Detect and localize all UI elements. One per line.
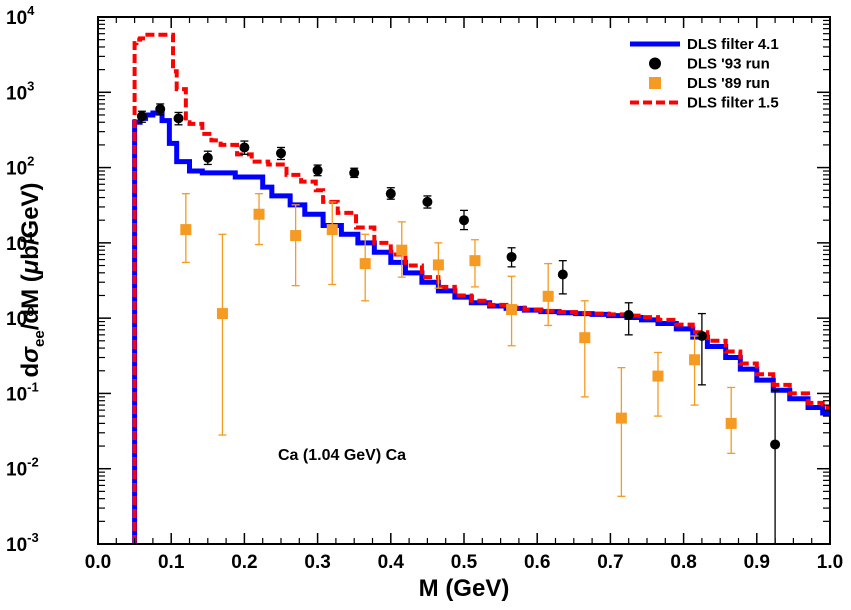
y-title-unit: b/GeV) bbox=[17, 182, 44, 259]
series-line-0 bbox=[132, 110, 830, 544]
y-tick-label: 10-3 bbox=[6, 530, 39, 556]
y-tick-base: 10 bbox=[6, 8, 27, 29]
data-point-circle bbox=[136, 111, 147, 122]
data-point-square bbox=[432, 259, 444, 271]
data-point-circle bbox=[349, 167, 360, 178]
y-tick-label: 104 bbox=[6, 3, 35, 29]
data-point-circle bbox=[155, 103, 166, 114]
y-axis-title: dσee/dM (μb/GeV) bbox=[17, 182, 48, 377]
data-point-square bbox=[652, 370, 664, 382]
y-tick-exponent: 0 bbox=[27, 304, 34, 319]
x-tick-label: 0.6 bbox=[524, 552, 550, 573]
legend-label: DLS filter 4.1 bbox=[687, 36, 779, 53]
y-tick-base: 10 bbox=[6, 535, 27, 556]
data-point-square bbox=[725, 417, 737, 429]
x-tick-label: 0.9 bbox=[744, 552, 770, 573]
data-point-square bbox=[396, 244, 408, 256]
data-point-circle bbox=[557, 269, 568, 280]
legend-label: DLS '89 run bbox=[687, 75, 770, 92]
data-point-circle bbox=[385, 188, 396, 199]
y-tick-exponent: 2 bbox=[27, 154, 34, 169]
x-tick-label: 0.7 bbox=[597, 552, 623, 573]
y-title-mu: μ bbox=[17, 259, 44, 275]
legend-swatch-square bbox=[649, 77, 661, 89]
x-tick-label: 0.3 bbox=[304, 552, 330, 573]
axis-ticks bbox=[97, 16, 831, 545]
x-tick-label: 0.8 bbox=[670, 552, 696, 573]
data-point-square bbox=[326, 224, 338, 236]
data-point-circle bbox=[506, 251, 517, 262]
y-tick-label: 100 bbox=[6, 304, 34, 330]
data-point-circle bbox=[770, 439, 781, 450]
x-tick-label: 0.1 bbox=[158, 552, 185, 573]
series-line-1 bbox=[132, 32, 830, 544]
data-point-square bbox=[469, 255, 481, 267]
y-tick-label: 10-1 bbox=[6, 379, 39, 405]
data-point-circle bbox=[202, 152, 213, 163]
data-point-square bbox=[689, 354, 701, 366]
data-point-circle bbox=[276, 148, 286, 159]
x-axis-title: M (GeV) bbox=[419, 575, 510, 602]
x-tick-label: 0.5 bbox=[451, 552, 478, 573]
data-point-square bbox=[506, 304, 518, 316]
data-point-square bbox=[180, 224, 192, 236]
data-point-square bbox=[579, 332, 591, 344]
data-point-square bbox=[615, 412, 627, 424]
y-tick-base: 10 bbox=[6, 460, 27, 481]
y-tick-exponent: 4 bbox=[27, 3, 35, 18]
legend-label: DLS filter 1.5 bbox=[687, 95, 779, 112]
series-layer bbox=[132, 32, 830, 545]
x-tick-label: 0.2 bbox=[231, 552, 257, 573]
y-tick-base: 10 bbox=[6, 159, 27, 180]
y-tick-base: 10 bbox=[6, 83, 27, 104]
y-tick-exponent: -3 bbox=[27, 530, 39, 545]
legend: DLS filter 4.1 DLS '93 run DLS '89 run DLS … bbox=[630, 36, 779, 112]
data-point-square bbox=[359, 258, 371, 270]
y-tick-exponent: -2 bbox=[27, 455, 39, 470]
y-tick-base: 10 bbox=[6, 234, 27, 255]
data-point-circle bbox=[312, 165, 323, 176]
legend-label: DLS '93 run bbox=[687, 56, 770, 73]
y-tick-exponent: 1 bbox=[27, 229, 34, 244]
y-tick-base: 10 bbox=[6, 309, 27, 330]
chart-annotation: Ca (1.04 GeV) Ca bbox=[278, 447, 406, 464]
data-point-square bbox=[290, 230, 302, 242]
x-tick-label: 0.0 bbox=[85, 552, 111, 573]
data-point-square bbox=[216, 308, 228, 320]
axis-tick-labels: 0.0 0.1 0.2 0.3 0.4 0.5 0.6 0.7 0.8 0.9 1.010-310-… bbox=[6, 3, 843, 573]
data-point-circle bbox=[173, 113, 184, 124]
legend-swatch-circle bbox=[649, 57, 661, 70]
y-tick-label: 102 bbox=[6, 154, 34, 180]
y-tick-label: 103 bbox=[6, 78, 34, 104]
x-tick-label: 0.4 bbox=[378, 552, 405, 573]
data-point-square bbox=[253, 208, 265, 220]
y-title-sigma: σ bbox=[17, 346, 44, 363]
data-point-circle bbox=[623, 310, 634, 321]
y-title-subscript: ee bbox=[31, 330, 48, 347]
data-point-circle bbox=[696, 330, 707, 341]
y-tick-label: 101 bbox=[6, 229, 34, 255]
data-point-square bbox=[542, 290, 554, 302]
data-point-circle bbox=[422, 196, 433, 207]
y-tick-base: 10 bbox=[6, 384, 27, 405]
y-title-dm: /dM ( bbox=[17, 274, 44, 330]
x-tick-label: 1.0 bbox=[817, 552, 843, 573]
y-tick-exponent: -1 bbox=[27, 379, 39, 394]
y-title-d: d bbox=[17, 363, 44, 378]
data-point-circle bbox=[459, 215, 469, 226]
y-tick-exponent: 3 bbox=[27, 78, 34, 93]
y-tick-label: 10-2 bbox=[6, 455, 39, 481]
data-point-circle bbox=[239, 142, 250, 153]
